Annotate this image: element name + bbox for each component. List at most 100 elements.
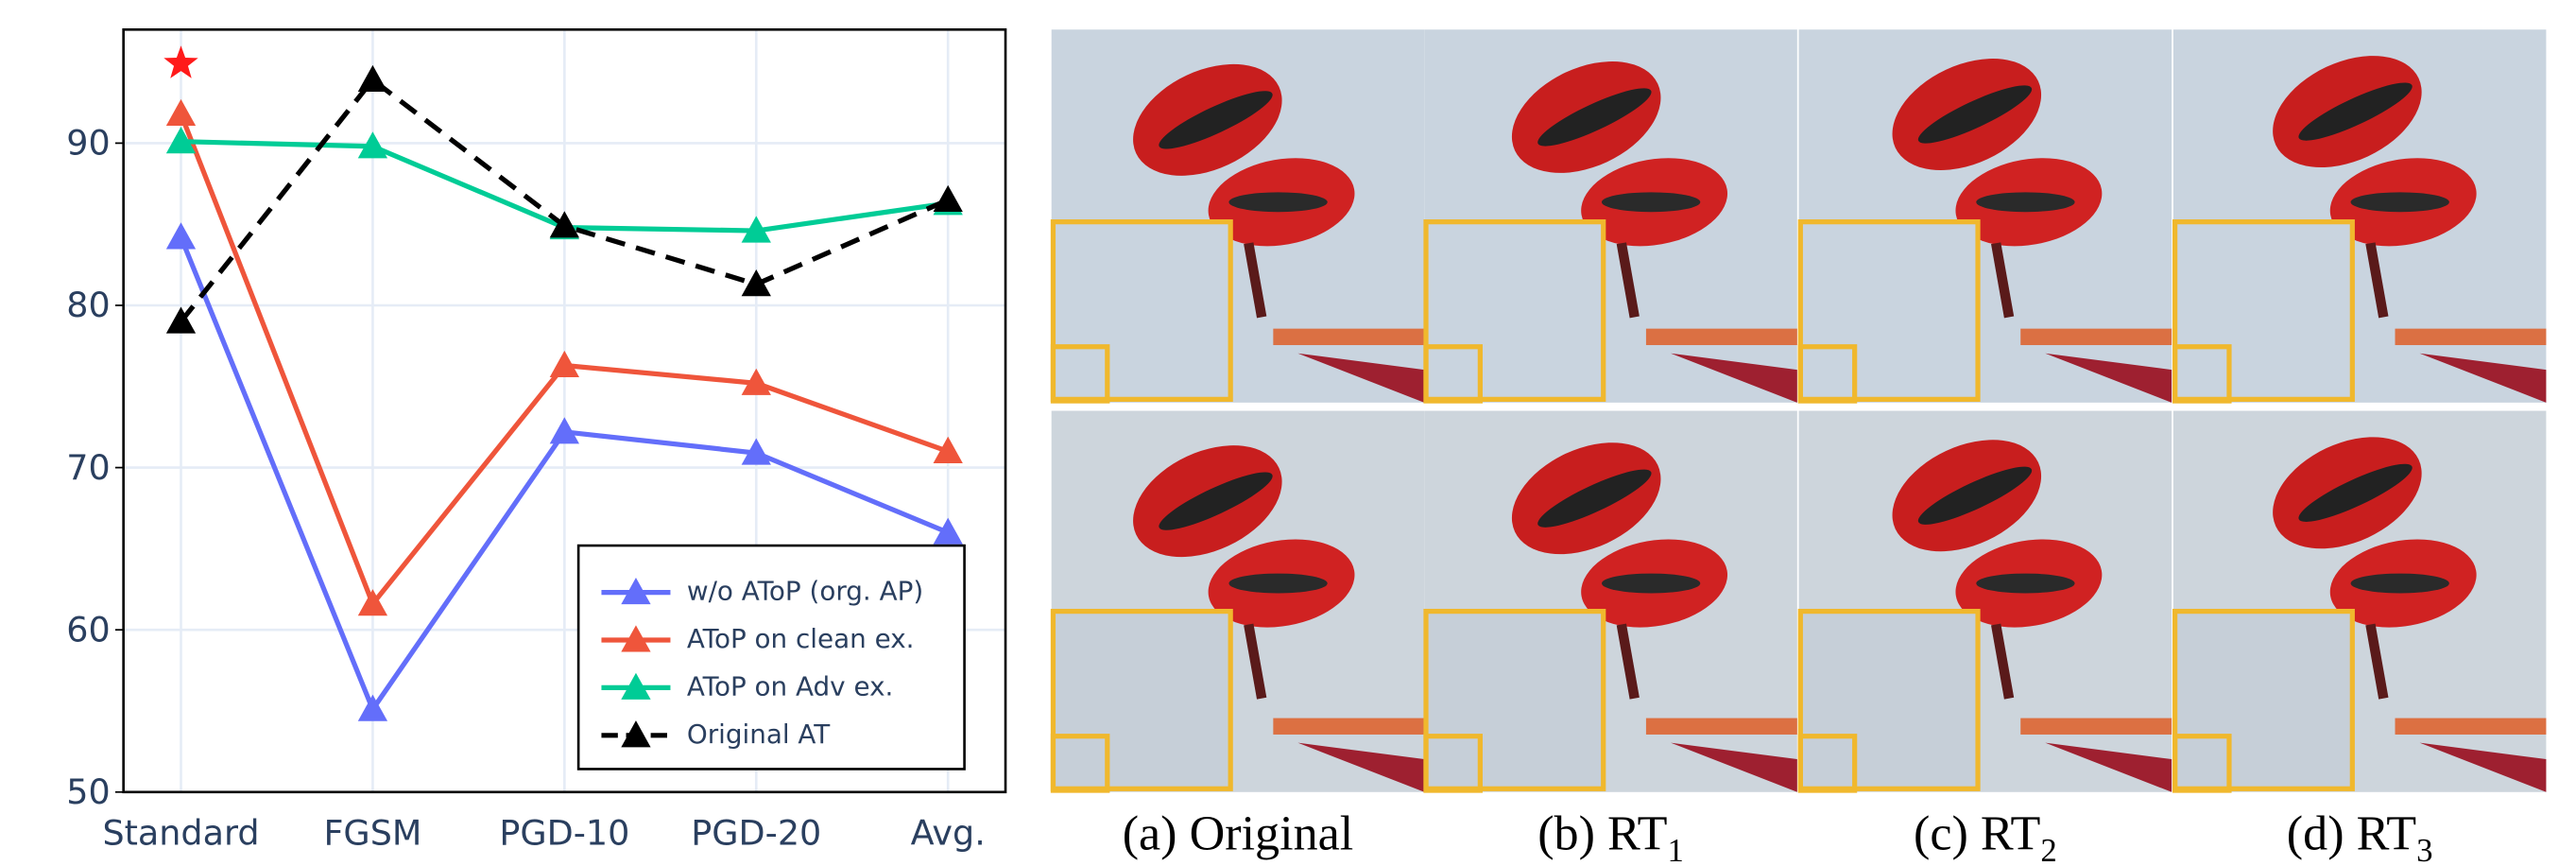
inset-zoom bbox=[1797, 219, 1981, 402]
caption-subscript: 1 bbox=[1668, 832, 1684, 866]
parachute-stripe bbox=[1601, 192, 1701, 213]
parachute-stripe bbox=[1917, 466, 2033, 525]
jumper bbox=[1991, 623, 2015, 700]
point-marker bbox=[165, 127, 197, 154]
parachute-stripe bbox=[1537, 469, 1652, 528]
inset-source bbox=[1423, 734, 1483, 793]
smoke bbox=[1645, 718, 1797, 735]
parachute-stripe bbox=[2350, 573, 2449, 594]
legend-label: AToP on clean ex. bbox=[687, 623, 915, 654]
smoke bbox=[1273, 328, 1425, 346]
inset-source bbox=[1797, 734, 1858, 793]
caption-text: (a) Original bbox=[1123, 807, 1354, 861]
plot-frame bbox=[122, 27, 1007, 794]
inset-zoom bbox=[1050, 608, 1233, 791]
parachute-stripe bbox=[1159, 91, 1273, 149]
jumper bbox=[1244, 623, 1267, 700]
parachute-stripe bbox=[2298, 82, 2413, 141]
smoke bbox=[1273, 718, 1425, 735]
inset-zoom bbox=[1423, 608, 1606, 791]
point-marker bbox=[741, 216, 771, 243]
point-marker bbox=[933, 517, 963, 545]
inset-source bbox=[2172, 734, 2232, 793]
smoke bbox=[2395, 328, 2547, 346]
flag bbox=[2045, 353, 2172, 403]
image-panel bbox=[1423, 410, 1797, 793]
point-marker bbox=[933, 436, 963, 463]
inset-zoom bbox=[1050, 219, 1233, 402]
legend-box bbox=[576, 544, 966, 771]
panel-caption: (a) Original bbox=[1123, 807, 1354, 861]
caption-text: (b) RT bbox=[1537, 807, 1667, 861]
x-tick-label: PGD-10 bbox=[499, 812, 629, 853]
legend-label: Original AT bbox=[687, 719, 831, 750]
parachute-stripe bbox=[1976, 573, 2075, 594]
jumper bbox=[1616, 623, 1640, 700]
panel-caption: (d) RT3 bbox=[2287, 807, 2433, 866]
legend-marker bbox=[621, 625, 651, 652]
inset-zoom bbox=[2172, 219, 2355, 402]
image-panel bbox=[1797, 29, 2172, 404]
flag bbox=[1670, 742, 1797, 792]
jumper bbox=[1991, 242, 2015, 319]
x-tick-label: FGSM bbox=[323, 812, 421, 853]
flag bbox=[2419, 742, 2547, 792]
flag bbox=[2419, 353, 2547, 403]
inset-zoom bbox=[2172, 608, 2355, 791]
caption-text: (c) RT bbox=[1914, 807, 2040, 861]
legend-marker bbox=[621, 720, 651, 748]
jumper bbox=[1244, 242, 1267, 319]
point-marker bbox=[549, 350, 579, 378]
flag bbox=[1670, 353, 1797, 403]
legend-marker bbox=[621, 577, 651, 605]
panel-caption: (b) RT1 bbox=[1537, 807, 1684, 866]
inset-zoom bbox=[1797, 608, 1981, 791]
caption-subscript: 3 bbox=[2416, 832, 2432, 866]
point-marker bbox=[549, 417, 579, 444]
point-marker bbox=[165, 98, 197, 127]
parachute-stripe bbox=[2350, 192, 2449, 213]
legend-label: AToP on Adv ex. bbox=[687, 670, 894, 701]
inset-source bbox=[2172, 344, 2232, 404]
smoke bbox=[2020, 328, 2172, 346]
legend-label: w/o AToP (org. AP) bbox=[687, 576, 923, 607]
parachute-stripe bbox=[1601, 573, 1701, 594]
smoke bbox=[2020, 718, 2172, 735]
y-tick-label: 90 bbox=[66, 123, 110, 164]
inset-source bbox=[1423, 344, 1483, 404]
x-tick-label: PGD-20 bbox=[691, 812, 821, 853]
jumper bbox=[2365, 242, 2389, 319]
point-marker bbox=[741, 368, 771, 395]
legend-marker bbox=[621, 672, 651, 700]
image-panel bbox=[1050, 410, 1425, 793]
parachute-stripe bbox=[1159, 472, 1273, 530]
inset-zoom bbox=[1423, 219, 1606, 402]
image-panel bbox=[1423, 29, 1797, 404]
x-tick-label: Standard bbox=[102, 812, 259, 853]
point-marker bbox=[549, 211, 579, 238]
point-marker bbox=[933, 184, 963, 212]
x-tick-label: Avg. bbox=[911, 812, 986, 853]
point-marker bbox=[357, 694, 388, 721]
y-tick-label: 80 bbox=[66, 285, 110, 325]
legend: w/o AToP (org. AP) AToP on clean ex. AToP … bbox=[576, 544, 966, 771]
y-tick-label: 70 bbox=[66, 447, 110, 488]
point-marker bbox=[357, 64, 388, 92]
point-marker bbox=[357, 589, 388, 616]
parachute-stripe bbox=[1917, 85, 2033, 144]
y-tick-label: 60 bbox=[66, 609, 110, 650]
image-panel bbox=[2172, 410, 2547, 793]
point-marker bbox=[165, 222, 197, 250]
point-marker bbox=[165, 306, 197, 334]
flag bbox=[2045, 742, 2172, 792]
caption-subscript: 2 bbox=[2040, 832, 2056, 866]
image-panel bbox=[2172, 29, 2547, 404]
parachute-stripe bbox=[1228, 192, 1328, 213]
parachute-stripe bbox=[1976, 192, 2075, 213]
smoke bbox=[1645, 328, 1797, 346]
image-panel bbox=[1050, 29, 1425, 404]
point-marker bbox=[741, 269, 771, 297]
point-marker bbox=[741, 438, 771, 465]
